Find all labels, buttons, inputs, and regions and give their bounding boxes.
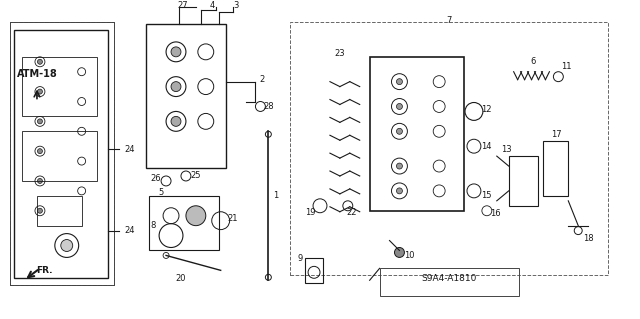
Bar xyxy=(10,22,115,285)
Text: 27: 27 xyxy=(178,1,188,10)
Text: 14: 14 xyxy=(481,142,491,151)
Circle shape xyxy=(396,79,403,85)
Circle shape xyxy=(394,248,404,257)
Text: 20: 20 xyxy=(176,274,186,283)
Text: 17: 17 xyxy=(551,130,562,139)
Text: 26: 26 xyxy=(151,174,161,183)
Circle shape xyxy=(171,116,181,126)
Bar xyxy=(22,131,97,181)
Text: 18: 18 xyxy=(583,234,593,243)
Text: 11: 11 xyxy=(561,62,572,71)
Bar xyxy=(380,268,518,296)
Bar xyxy=(146,24,226,168)
Circle shape xyxy=(171,82,181,92)
Text: 7: 7 xyxy=(447,16,452,25)
Text: 19: 19 xyxy=(305,208,316,217)
Circle shape xyxy=(396,188,403,194)
Text: 15: 15 xyxy=(481,191,491,200)
Text: 6: 6 xyxy=(531,57,536,66)
Bar xyxy=(22,57,97,116)
Text: 24: 24 xyxy=(124,145,134,154)
Bar xyxy=(10,22,115,285)
Circle shape xyxy=(38,178,42,183)
Circle shape xyxy=(38,89,42,94)
Circle shape xyxy=(396,128,403,134)
Text: 3: 3 xyxy=(233,1,238,10)
Text: 1: 1 xyxy=(273,191,278,200)
Circle shape xyxy=(38,59,42,64)
Text: 5: 5 xyxy=(159,189,164,197)
Text: 9: 9 xyxy=(298,254,303,263)
Bar xyxy=(509,156,538,206)
Circle shape xyxy=(38,208,42,213)
Bar xyxy=(37,196,82,226)
Bar xyxy=(149,196,219,250)
Circle shape xyxy=(171,47,181,57)
Text: 22: 22 xyxy=(346,208,357,217)
Text: 10: 10 xyxy=(404,251,415,260)
Circle shape xyxy=(38,119,42,124)
Text: 16: 16 xyxy=(490,209,501,218)
Bar xyxy=(14,30,108,278)
Text: ATM-18: ATM-18 xyxy=(17,69,58,79)
Bar xyxy=(543,141,568,196)
Text: 12: 12 xyxy=(481,105,491,114)
Text: 4: 4 xyxy=(210,1,216,10)
Text: 8: 8 xyxy=(150,221,156,230)
Text: 24: 24 xyxy=(124,226,134,235)
Circle shape xyxy=(396,163,403,169)
Text: 2: 2 xyxy=(260,75,265,84)
Text: 23: 23 xyxy=(335,49,345,58)
Text: S9A4-A1810: S9A4-A1810 xyxy=(421,274,477,283)
Circle shape xyxy=(61,240,73,251)
Text: 21: 21 xyxy=(227,214,238,223)
Bar xyxy=(290,22,608,275)
Circle shape xyxy=(186,206,206,226)
Text: 28: 28 xyxy=(263,102,274,111)
Bar xyxy=(305,258,323,283)
Circle shape xyxy=(396,103,403,109)
Text: 13: 13 xyxy=(501,145,512,154)
Circle shape xyxy=(38,149,42,154)
Text: 25: 25 xyxy=(191,172,201,181)
Bar xyxy=(370,57,464,211)
Text: FR.: FR. xyxy=(36,266,52,275)
